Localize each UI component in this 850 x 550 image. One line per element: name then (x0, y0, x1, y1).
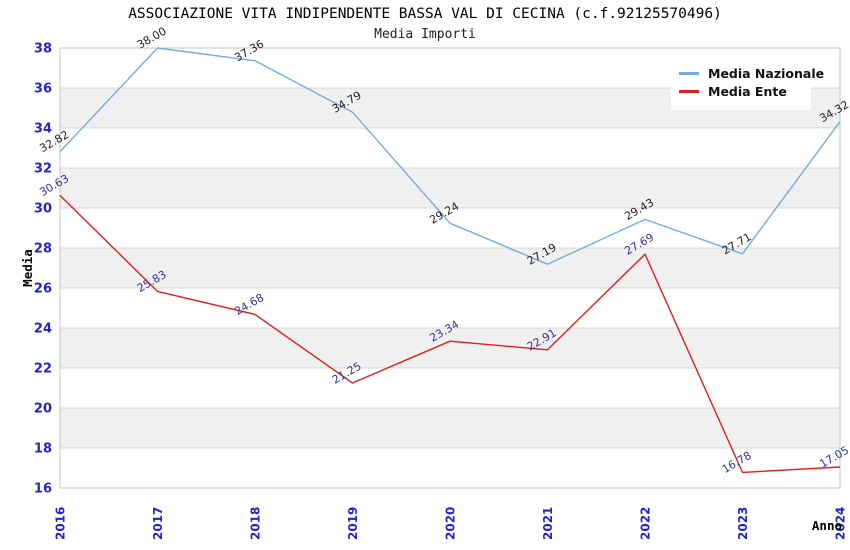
legend-label: Media Nazionale (708, 66, 825, 81)
y-tick-label: 38 (34, 42, 52, 57)
y-tick-label: 24 (34, 322, 52, 337)
plot-bands (60, 48, 840, 488)
y-tick-label: 20 (34, 402, 52, 417)
legend-label: Media Ente (708, 84, 787, 99)
legend: Media Nazionale Media Ente (671, 55, 824, 110)
y-tick-label: 34 (34, 122, 52, 137)
legend-line-icon (679, 90, 699, 93)
y-tick-label: 26 (34, 282, 52, 297)
x-tick-label: 2024 (834, 507, 848, 540)
y-tick-label: 30 (34, 202, 52, 217)
y-tick-label: 36 (34, 82, 52, 97)
y-tick-label: 16 (34, 482, 52, 497)
plot-border (59, 47, 841, 489)
x-tick-label: 2017 (151, 507, 165, 540)
y-tick-label: 22 (34, 362, 52, 377)
x-tick-label: 2022 (639, 507, 653, 540)
x-axis-title: Anno (811, 518, 842, 533)
x-tick-label: 2020 (444, 507, 458, 540)
x-tick-label: 2018 (249, 507, 263, 540)
legend-item-media-nazionale: Media Nazionale (679, 66, 824, 81)
x-axis-ticks: 2016 2017 2018 2019 2020 2021 2022 2023 2024 (54, 507, 848, 540)
y-axis-ticks: 16 18 20 22 24 26 28 30 32 34 36 38 (34, 42, 52, 497)
legend-line-icon (679, 72, 699, 75)
y-tick-label: 18 (34, 442, 52, 457)
y-axis-title: Media (20, 249, 35, 287)
legend-item-media-ente: Media Ente (679, 84, 811, 99)
y-tick-label: 28 (34, 242, 52, 257)
x-tick-label: 2019 (346, 507, 360, 540)
chart-title: ASSOCIAZIONE VITA INDIPENDENTE BASSA VAL… (128, 6, 722, 22)
x-tick-label: 2021 (541, 507, 555, 540)
x-tick-label: 2016 (54, 507, 68, 540)
y-tick-label: 32 (34, 162, 52, 177)
series-line-media-nazionale (59, 47, 841, 265)
chart-subtitle: Media Importi (374, 27, 476, 42)
x-tick-label: 2023 (736, 507, 750, 540)
series-line-media-ente (59, 194, 841, 474)
